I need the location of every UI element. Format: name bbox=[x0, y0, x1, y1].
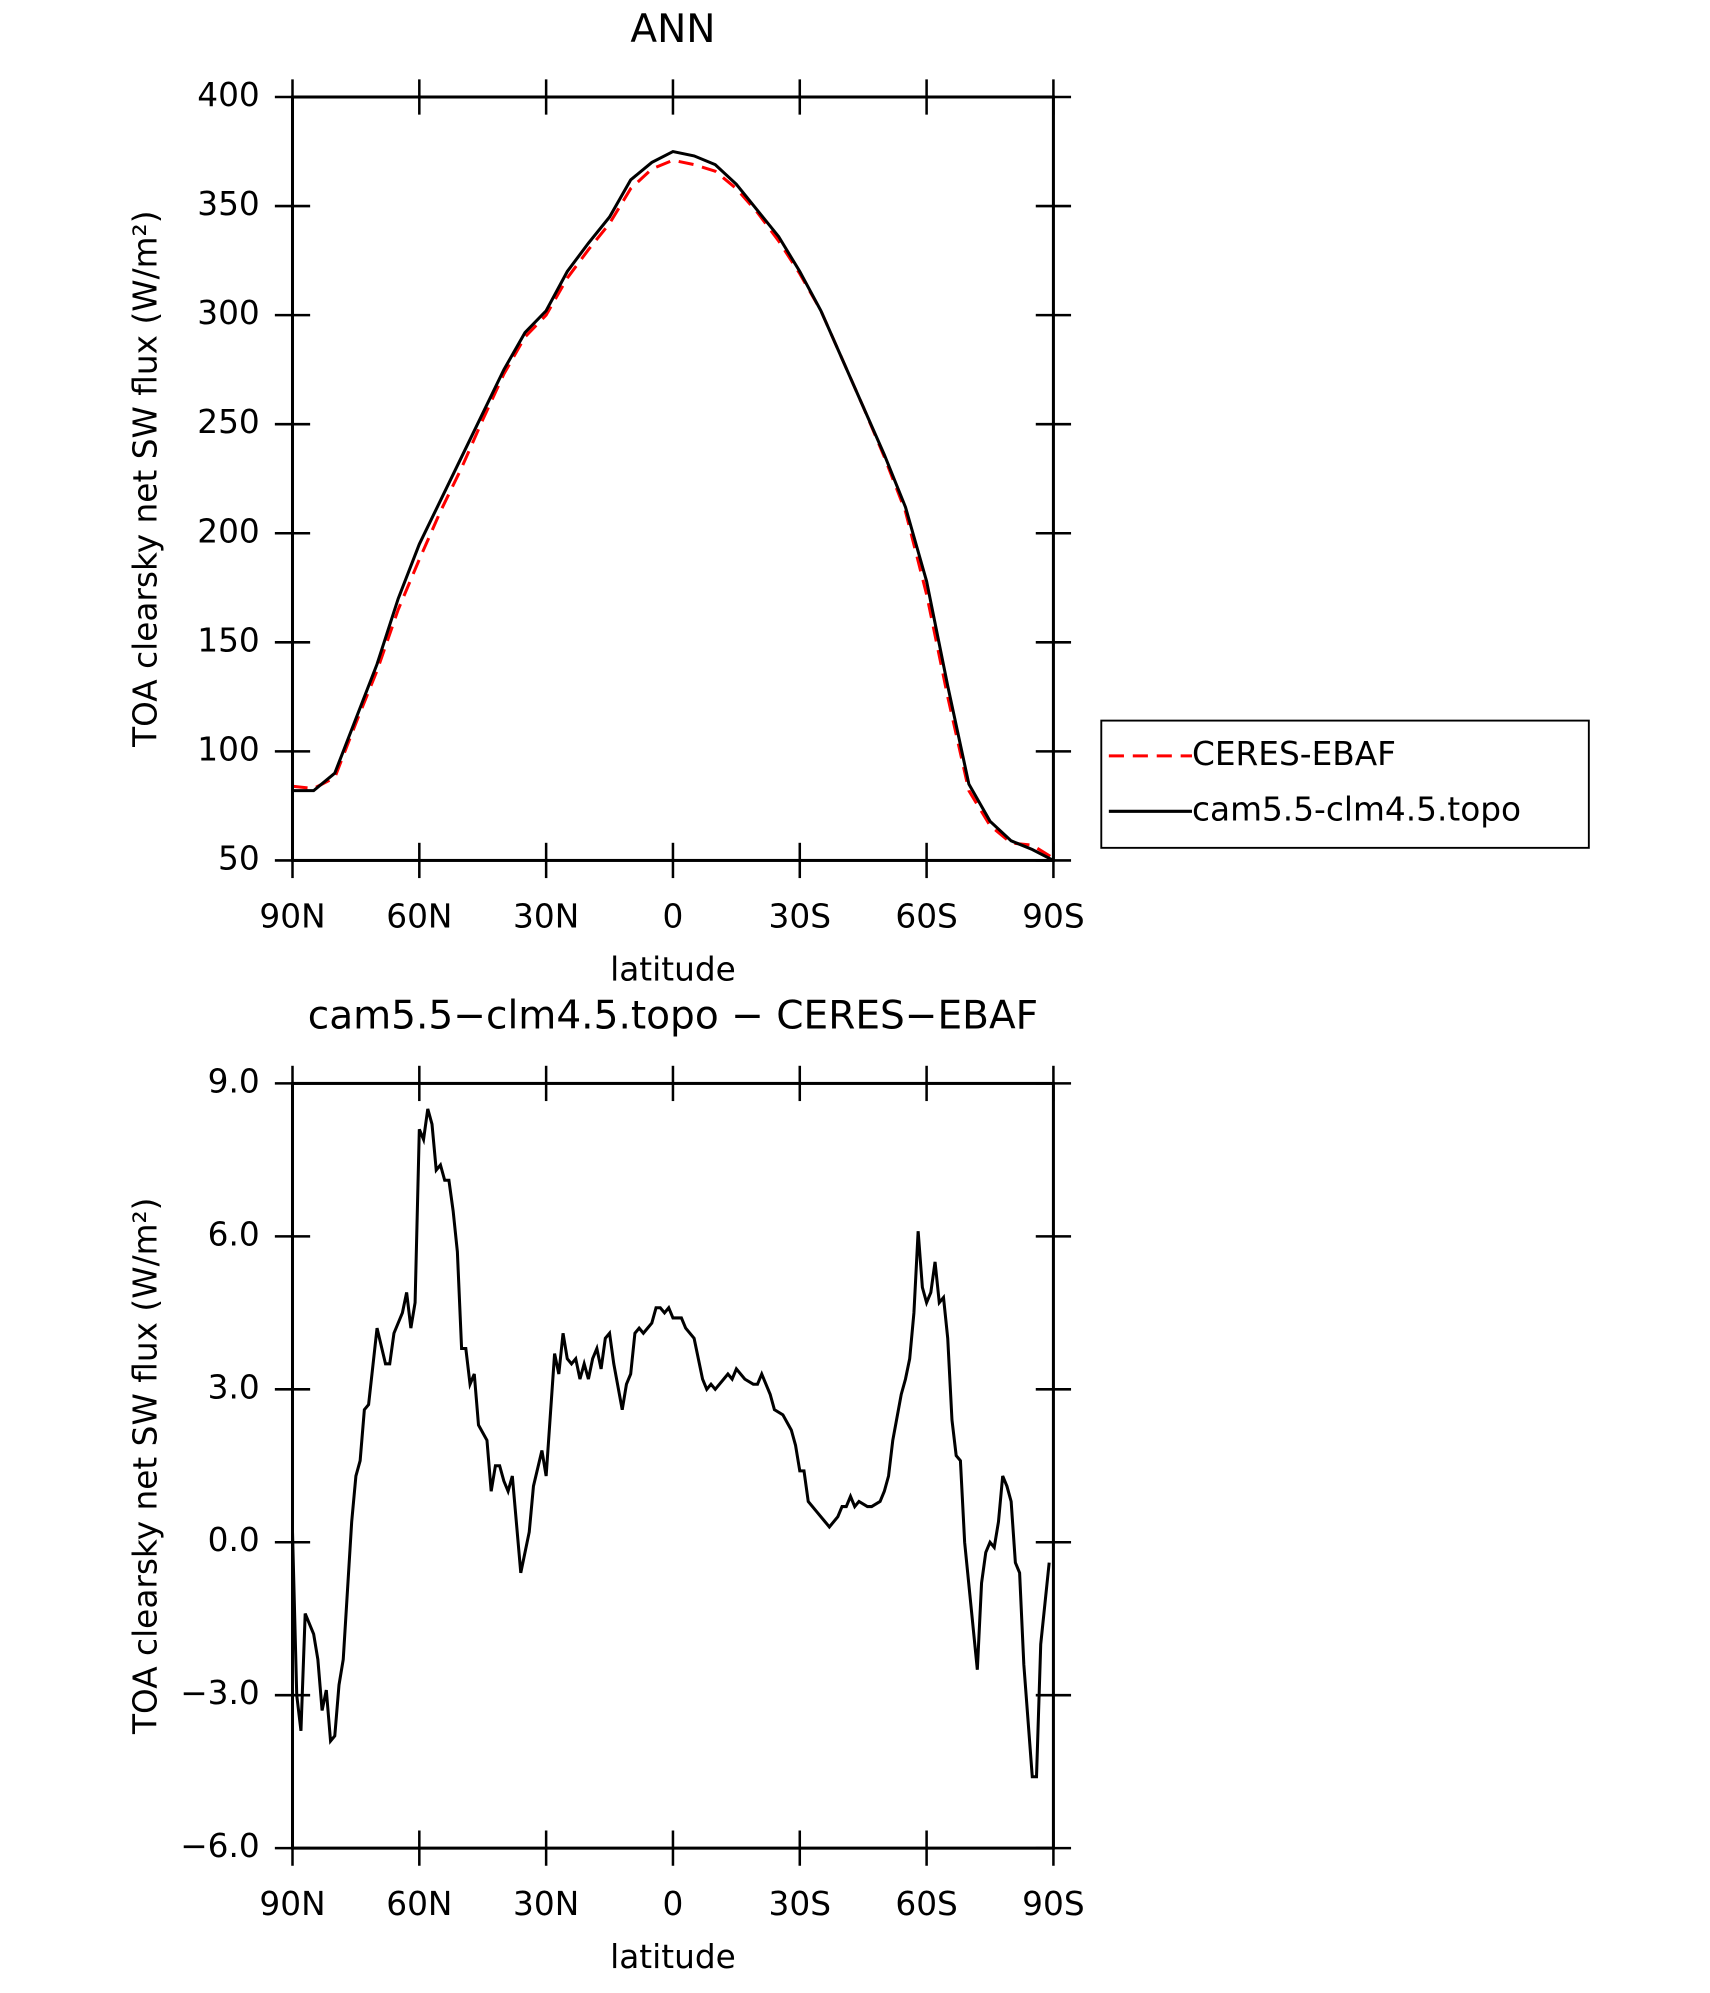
x-tick-label: 60S bbox=[895, 1885, 957, 1923]
x-tick-label: 60S bbox=[895, 897, 957, 935]
x-tick-label: 90N bbox=[259, 897, 325, 935]
y-tick-label: 400 bbox=[197, 76, 260, 114]
x-axis-label: latitude bbox=[610, 1938, 736, 1976]
data-line bbox=[290, 1108, 1051, 1779]
legend-label: cam5.5-clm4.5.topo bbox=[1192, 790, 1521, 828]
x-tick-label: 30N bbox=[513, 897, 579, 935]
x-axis-label: latitude bbox=[610, 950, 736, 988]
y-tick-label: −6.0 bbox=[180, 1827, 260, 1865]
y-tick-label: −3.0 bbox=[180, 1674, 260, 1712]
x-tick-label: 90N bbox=[259, 1885, 325, 1923]
data-line bbox=[292, 149, 1055, 862]
legend-box bbox=[1100, 719, 1590, 849]
y-tick-label: 350 bbox=[197, 185, 260, 223]
y-axis-label: TOA clearsky net SW flux (W/m²) bbox=[127, 1198, 165, 1735]
y-tick-label: 150 bbox=[197, 621, 260, 659]
x-tick-label: 30S bbox=[769, 1885, 831, 1923]
x-tick-label: 60N bbox=[386, 1885, 452, 1923]
x-tick-label: 90S bbox=[1022, 1885, 1084, 1923]
data-line bbox=[292, 158, 1055, 860]
x-tick-label: 90S bbox=[1022, 897, 1084, 935]
plot-frame bbox=[290, 1081, 1055, 1850]
x-tick-label: 0 bbox=[663, 1885, 684, 1923]
y-tick-label: 50 bbox=[218, 839, 260, 877]
y-tick-label: 6.0 bbox=[208, 1215, 260, 1253]
y-tick-label: 300 bbox=[197, 294, 260, 332]
legend-label: CERES-EBAF bbox=[1192, 735, 1396, 773]
chart-title: ANN bbox=[630, 7, 715, 52]
y-tick-label: 0.0 bbox=[208, 1521, 260, 1559]
y-tick-label: 200 bbox=[197, 512, 260, 550]
x-tick-label: 30N bbox=[513, 1885, 579, 1923]
chart-title: cam5.5−clm4.5.topo − CERES−EBAF bbox=[308, 993, 1038, 1038]
y-tick-label: 100 bbox=[197, 730, 260, 768]
y-tick-label: 250 bbox=[197, 403, 260, 441]
x-tick-label: 30S bbox=[769, 897, 831, 935]
y-tick-label: 9.0 bbox=[208, 1062, 260, 1100]
y-axis-label: TOA clearsky net SW flux (W/m²) bbox=[127, 211, 165, 748]
x-tick-label: 60N bbox=[386, 897, 452, 935]
plot-frame bbox=[290, 95, 1055, 862]
y-tick-label: 3.0 bbox=[208, 1368, 260, 1406]
x-tick-label: 0 bbox=[663, 897, 684, 935]
